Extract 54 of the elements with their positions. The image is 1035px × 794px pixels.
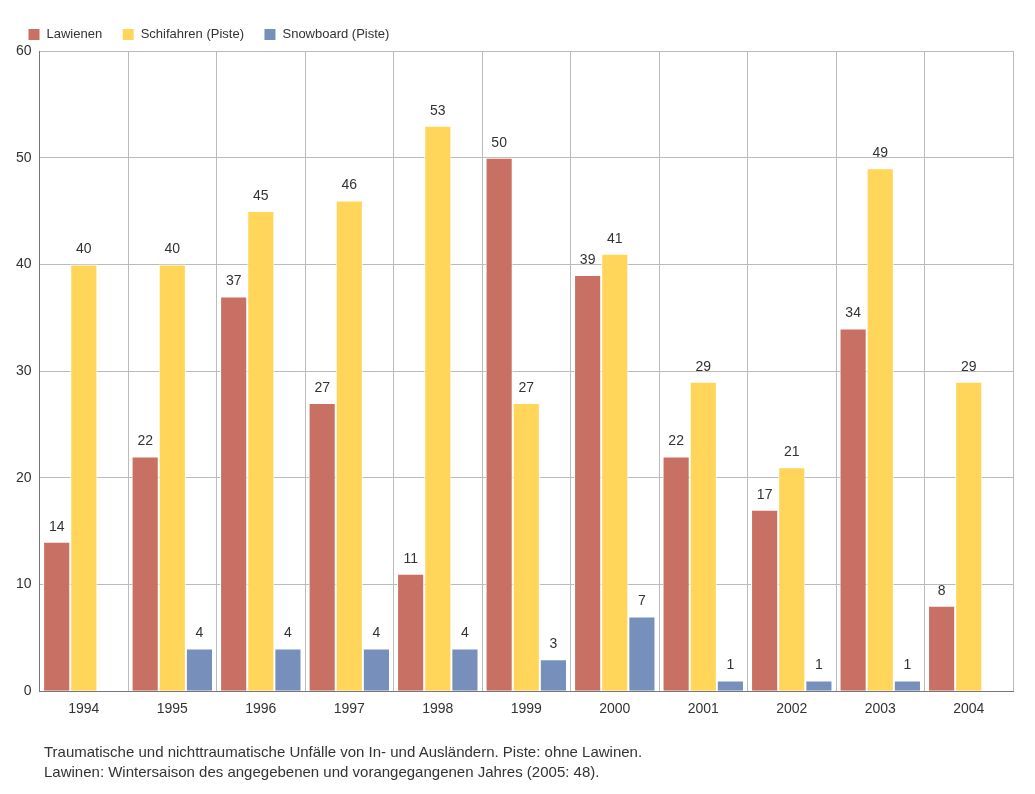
x-tick-label: 1998	[422, 700, 454, 717]
data-label: 1	[903, 656, 912, 673]
data-label: 3	[549, 635, 558, 652]
x-tick-label: 1997	[333, 700, 366, 717]
x-tick-label: 2000	[599, 700, 631, 717]
y-tick-label: 0	[23, 682, 32, 699]
legend-label: Lawienen	[46, 26, 103, 42]
legend-label: Schifahren (Piste)	[140, 26, 244, 42]
y-tick-label: 40	[15, 255, 32, 272]
x-tick-label: 1999	[510, 700, 543, 717]
x-tick-label: 1995	[156, 700, 189, 717]
data-label: 34	[845, 304, 862, 321]
text: Lawinen: Wintersaison des angegebenen und vorangegangenen Jahres (2005: 48).	[44, 762, 601, 782]
data-label: 29	[695, 357, 712, 374]
x-tick-label: 2002	[776, 700, 808, 717]
x-tick-label: 2004	[953, 700, 985, 717]
x-tick-label: 2003	[864, 700, 897, 717]
data-label: 22	[668, 432, 685, 449]
data-label: 21	[783, 442, 800, 459]
data-label: 17	[756, 485, 773, 502]
y-tick-label: 60	[15, 41, 32, 58]
data-label: 4	[284, 624, 293, 641]
data-label: 14	[48, 517, 65, 534]
y-tick-label: 20	[15, 468, 32, 485]
data-label: 4	[461, 624, 470, 641]
data-label: 39	[579, 250, 596, 267]
data-label: 4	[195, 624, 204, 641]
data-label: 4	[372, 624, 381, 641]
x-tick-label: 1994	[68, 700, 100, 717]
data-label: 7	[638, 592, 647, 609]
data-label: 29	[960, 357, 977, 374]
data-label: 8	[937, 581, 946, 598]
data-label: 40	[76, 240, 92, 257]
data-label: 11	[403, 549, 419, 566]
x-tick-label: 1996	[245, 700, 277, 717]
x-tick-label: 2001	[687, 700, 720, 717]
data-label: 45	[253, 186, 269, 203]
data-label: 46	[341, 176, 358, 193]
data-label: 41	[606, 229, 623, 246]
data-label: 53	[430, 101, 446, 118]
y-tick-label: 10	[15, 575, 32, 592]
legend-label: Snowboard (Piste)	[282, 26, 390, 42]
data-label: 37	[225, 272, 242, 289]
y-tick-label: 30	[15, 361, 32, 378]
data-label: 22	[137, 432, 154, 449]
data-label: 1	[815, 656, 824, 673]
data-label: 1	[726, 656, 735, 673]
y-tick-label: 50	[15, 148, 32, 165]
data-label: 27	[314, 378, 331, 395]
data-label: 27	[518, 378, 535, 395]
data-label: 49	[872, 144, 889, 161]
text: Traumatische und nichttraumatische Unfälle von In- und Ausländern. Piste: ohne Lawinen.	[44, 742, 644, 762]
data-label: 50	[491, 133, 508, 150]
data-label: 40	[164, 240, 181, 257]
